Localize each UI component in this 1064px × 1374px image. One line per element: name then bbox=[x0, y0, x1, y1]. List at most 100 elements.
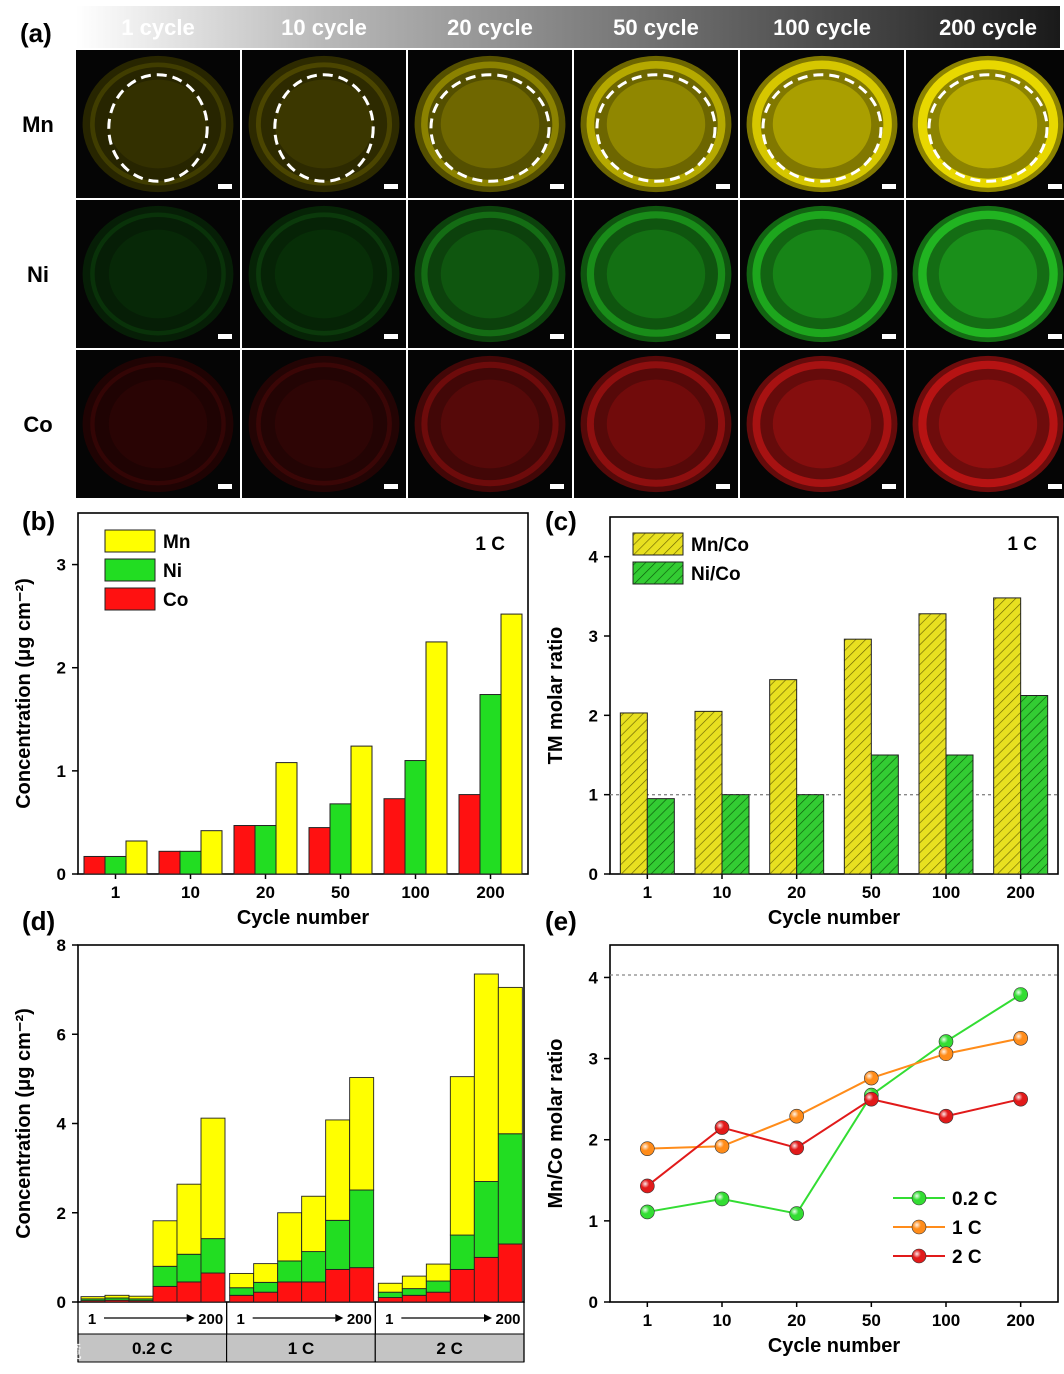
bar-mn bbox=[350, 745, 373, 875]
stack-co bbox=[401, 1294, 427, 1303]
bar-co bbox=[383, 798, 406, 875]
legend-label-ni: Ni bbox=[163, 561, 182, 582]
particle-core bbox=[274, 79, 374, 169]
stack-co bbox=[449, 1268, 475, 1303]
x-tick-label: 100 bbox=[932, 883, 960, 902]
dashed-outline bbox=[107, 73, 209, 183]
stack-mn bbox=[449, 1076, 475, 1236]
eds-map-tile bbox=[76, 50, 240, 198]
scale-bar bbox=[716, 184, 730, 189]
data-point-highlight bbox=[939, 1046, 953, 1061]
x-tick-label: 50 bbox=[331, 883, 350, 902]
legend-swatch-mn bbox=[104, 529, 156, 553]
y-axis-label: Concentration (μg cm⁻²) bbox=[13, 578, 35, 809]
stack-co bbox=[301, 1281, 327, 1303]
particle-rim bbox=[918, 360, 1058, 488]
data-point-highlight bbox=[864, 1092, 879, 1107]
range-end-label: 200 bbox=[495, 1311, 520, 1328]
bar-mn bbox=[200, 830, 223, 875]
bar-ni bbox=[404, 760, 427, 875]
panel-b: (b) 0 1 2 3 Concentration (μg cm⁻²) Cycle numb… bbox=[13, 506, 529, 929]
eds-map-tile bbox=[408, 350, 572, 498]
bar-mn bbox=[275, 762, 298, 875]
bar-ni bbox=[254, 825, 277, 875]
x-tick-label: 20 bbox=[787, 883, 806, 902]
panel-b-label: (b) bbox=[22, 506, 55, 536]
particle-core bbox=[440, 229, 540, 319]
y-tick-label: 6 bbox=[57, 1025, 66, 1044]
legend-label: Mn/Co bbox=[691, 535, 749, 556]
eds-map-tile bbox=[574, 50, 738, 198]
scale-bar bbox=[218, 484, 232, 489]
y-tick-label: 4 bbox=[57, 1115, 67, 1134]
range-start-label: 1 bbox=[88, 1311, 96, 1328]
eds-map-tile bbox=[242, 200, 406, 348]
bar-mn-co bbox=[843, 638, 872, 875]
data-point-highlight bbox=[789, 1140, 804, 1155]
x-tick-label: 1 bbox=[643, 1311, 652, 1330]
bar-mn-co bbox=[769, 679, 798, 875]
particle-core bbox=[606, 229, 706, 319]
row-label-mn: Mn bbox=[22, 112, 54, 137]
legend-marker-highlight bbox=[912, 1191, 926, 1205]
arrow-head bbox=[335, 1314, 344, 1322]
watermark: 大数跨境 bbox=[10, 1342, 82, 1362]
x-tick-label: 100 bbox=[932, 1311, 960, 1330]
panel-e-label: (e) bbox=[545, 906, 577, 936]
legend-label-mn: Mn bbox=[163, 532, 190, 553]
legend-label: 2 C bbox=[952, 1247, 982, 1268]
x-tick-label: 50 bbox=[862, 883, 881, 902]
y-tick-label: 2 bbox=[57, 659, 66, 678]
particle-rim bbox=[752, 60, 892, 188]
stack-ni bbox=[229, 1287, 255, 1296]
particle-core bbox=[772, 379, 872, 469]
particle-core bbox=[440, 379, 540, 469]
condition-label: 1 C bbox=[475, 534, 505, 555]
eds-map-tile bbox=[740, 200, 904, 348]
rate-group-box bbox=[374, 1333, 525, 1363]
y-tick-label: 0 bbox=[57, 865, 66, 884]
stack-mn bbox=[377, 1282, 403, 1293]
eds-map-grid bbox=[76, 50, 1064, 498]
dashed-outline bbox=[761, 73, 883, 183]
data-point-highlight bbox=[640, 1141, 655, 1156]
particle-core bbox=[938, 229, 1038, 319]
scale-bar bbox=[384, 184, 398, 189]
stack-mn bbox=[128, 1295, 154, 1300]
stack-ni bbox=[425, 1280, 451, 1293]
eds-map-tile bbox=[906, 350, 1064, 498]
cycle-header: 20 cycle bbox=[447, 15, 533, 40]
y-tick-label: 4 bbox=[589, 548, 599, 567]
panel-c: (c) 0 1 2 3 4 TM molar ratio Cycle number 1 10 20 5… bbox=[545, 506, 1059, 929]
x-tick-label: 200 bbox=[1006, 883, 1034, 902]
x-tick-label: 50 bbox=[862, 1311, 881, 1330]
stack-mn bbox=[277, 1212, 303, 1262]
bar-co bbox=[458, 794, 481, 875]
bar-ni-co bbox=[721, 794, 750, 875]
rate-group-box bbox=[77, 1333, 228, 1363]
y-tick-label: 1 bbox=[589, 1212, 598, 1231]
x-tick-label: 1 bbox=[643, 883, 652, 902]
x-tick-label: 1 bbox=[111, 883, 120, 902]
bar-mn bbox=[500, 613, 523, 875]
data-point-highlight bbox=[715, 1120, 729, 1135]
y-tick-label: 1 bbox=[57, 762, 66, 781]
x-tick-label: 10 bbox=[181, 883, 200, 902]
particle-core bbox=[108, 79, 208, 169]
data-point-highlight bbox=[864, 1071, 879, 1086]
stack-co bbox=[229, 1294, 255, 1303]
range-start-label: 1 bbox=[385, 1311, 393, 1328]
stack-ni bbox=[277, 1260, 303, 1283]
cycle-header-band bbox=[76, 6, 1060, 48]
legend-marker-highlight bbox=[912, 1249, 926, 1263]
stack-ni bbox=[377, 1291, 403, 1298]
y-tick-label: 0 bbox=[589, 865, 598, 884]
data-point-highlight bbox=[1013, 1092, 1028, 1107]
scale-bar bbox=[550, 334, 564, 339]
particle-core bbox=[938, 379, 1038, 469]
particle-rim bbox=[90, 362, 226, 486]
eds-map-tile bbox=[242, 350, 406, 498]
particle-rim bbox=[752, 210, 892, 338]
legend-swatch-ni bbox=[104, 558, 156, 582]
particle-rim bbox=[917, 60, 1059, 188]
